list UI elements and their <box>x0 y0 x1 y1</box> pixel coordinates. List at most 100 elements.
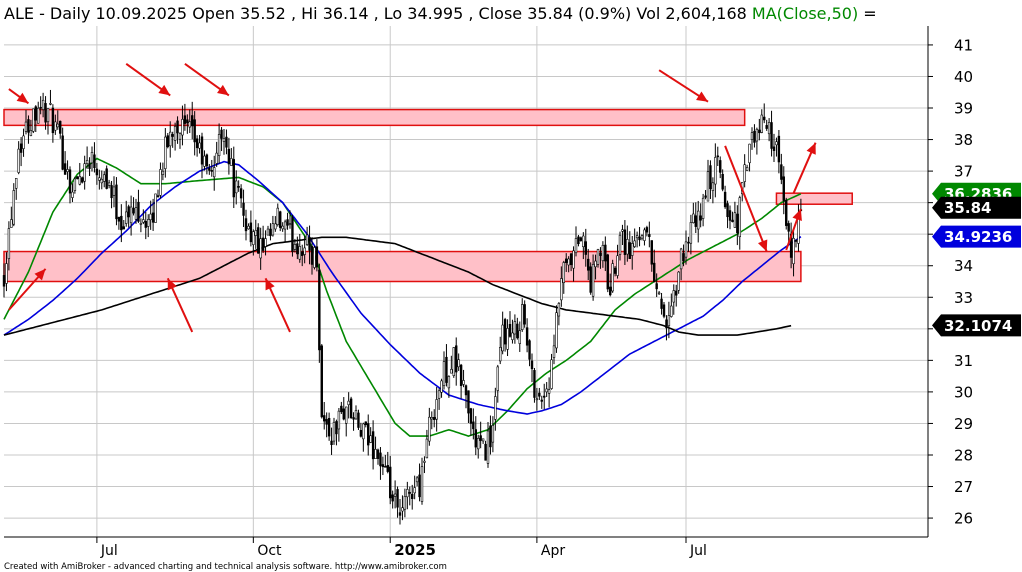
price-bar <box>41 92 45 118</box>
title-close-label: Close <box>479 4 523 23</box>
price-bar <box>543 383 546 410</box>
price-bar <box>389 455 392 505</box>
price-bar <box>330 427 333 455</box>
x-tick-label: Jul <box>689 543 707 559</box>
price-bar <box>247 223 250 230</box>
price-bar <box>205 153 209 175</box>
price-bar <box>714 143 717 198</box>
title-vol-label: Vol <box>636 4 660 23</box>
price-bar <box>547 377 551 408</box>
price-bar <box>560 266 563 307</box>
price-bar <box>68 166 72 204</box>
price-bar <box>237 180 240 192</box>
x-tick-label: Jul <box>100 543 118 559</box>
price-bar <box>347 392 350 419</box>
price-bar <box>396 486 399 518</box>
title-symbol: ALE <box>4 4 34 23</box>
price-bar <box>76 176 79 180</box>
x-tick-label: Apr <box>541 543 565 559</box>
price-bar <box>337 407 341 442</box>
price-bar <box>459 363 463 399</box>
price-bar <box>379 447 382 480</box>
price-bar <box>71 183 74 203</box>
price-bar <box>582 232 585 260</box>
price-bar <box>19 137 23 167</box>
price-bar <box>723 185 727 209</box>
y-tick-label: 30 <box>954 383 973 401</box>
y-tick-label: 38 <box>954 131 973 149</box>
x-tick-label: Oct <box>257 543 282 559</box>
price-bar <box>269 223 272 241</box>
price-bar <box>584 228 587 267</box>
annotation-arrow-5 <box>264 277 291 333</box>
price-bar <box>98 169 101 190</box>
price-bar <box>161 162 165 181</box>
price-bar <box>437 388 441 410</box>
price-bar <box>442 351 446 390</box>
price-bars-layer <box>2 89 803 525</box>
price-bar <box>303 235 306 264</box>
price-bar <box>621 224 624 246</box>
price-bar <box>467 390 470 423</box>
ma-black-line <box>3 236 792 336</box>
price-bar <box>631 235 634 270</box>
title-background <box>0 0 928 26</box>
price-bar <box>276 203 279 227</box>
price-bar <box>770 110 773 157</box>
title-period: Daily <box>50 4 90 23</box>
ma50-line <box>3 157 802 437</box>
price-bar <box>743 154 746 188</box>
price-bar <box>49 89 52 106</box>
price-bar <box>134 198 138 224</box>
price-bar <box>401 495 404 521</box>
price-bar <box>721 169 724 192</box>
price-bar <box>711 177 715 204</box>
price-bar <box>557 302 561 326</box>
price-bar <box>748 143 751 172</box>
price-bar <box>552 334 556 365</box>
price-bar <box>386 451 389 474</box>
price-bar <box>95 162 99 185</box>
price-bar <box>103 171 106 188</box>
price-bar <box>572 246 575 282</box>
price-bar <box>611 259 614 293</box>
price-bar <box>359 422 363 438</box>
price-bar <box>643 227 646 246</box>
price-bar <box>362 422 365 452</box>
price-bar <box>672 284 675 315</box>
price-bar <box>445 344 448 387</box>
price-bar <box>450 355 453 374</box>
price-bar <box>420 457 424 505</box>
price-bar <box>750 127 754 150</box>
price-bar <box>486 422 490 468</box>
price-bar <box>257 223 260 254</box>
price-bar <box>464 384 468 409</box>
price-bar <box>213 155 216 191</box>
price-bar <box>340 401 343 415</box>
price-bar <box>242 189 245 228</box>
annotation-arrow-3 <box>658 69 709 103</box>
price-bar <box>745 164 749 171</box>
price-bar <box>792 228 795 277</box>
price-bar <box>310 237 314 275</box>
price-bar <box>484 440 487 461</box>
annotation-arrow-0 <box>8 88 30 105</box>
price-bar <box>352 412 355 431</box>
price-bar <box>198 134 201 154</box>
price-bar <box>682 244 685 267</box>
price-bar <box>39 96 42 115</box>
price-bar <box>782 166 785 215</box>
price-bar <box>606 253 609 293</box>
price-bar <box>323 401 326 430</box>
price-bar <box>736 205 739 246</box>
price-bar <box>653 249 656 283</box>
price-bar <box>171 131 174 148</box>
price-bar <box>154 193 157 223</box>
price-bar <box>244 209 248 241</box>
price-bar <box>129 195 133 236</box>
ma-blue-line <box>3 160 802 415</box>
annotation-arrow-8 <box>785 208 802 251</box>
price-bar <box>525 318 529 353</box>
y-tick-label: 28 <box>954 446 973 464</box>
price-bar <box>176 116 179 144</box>
